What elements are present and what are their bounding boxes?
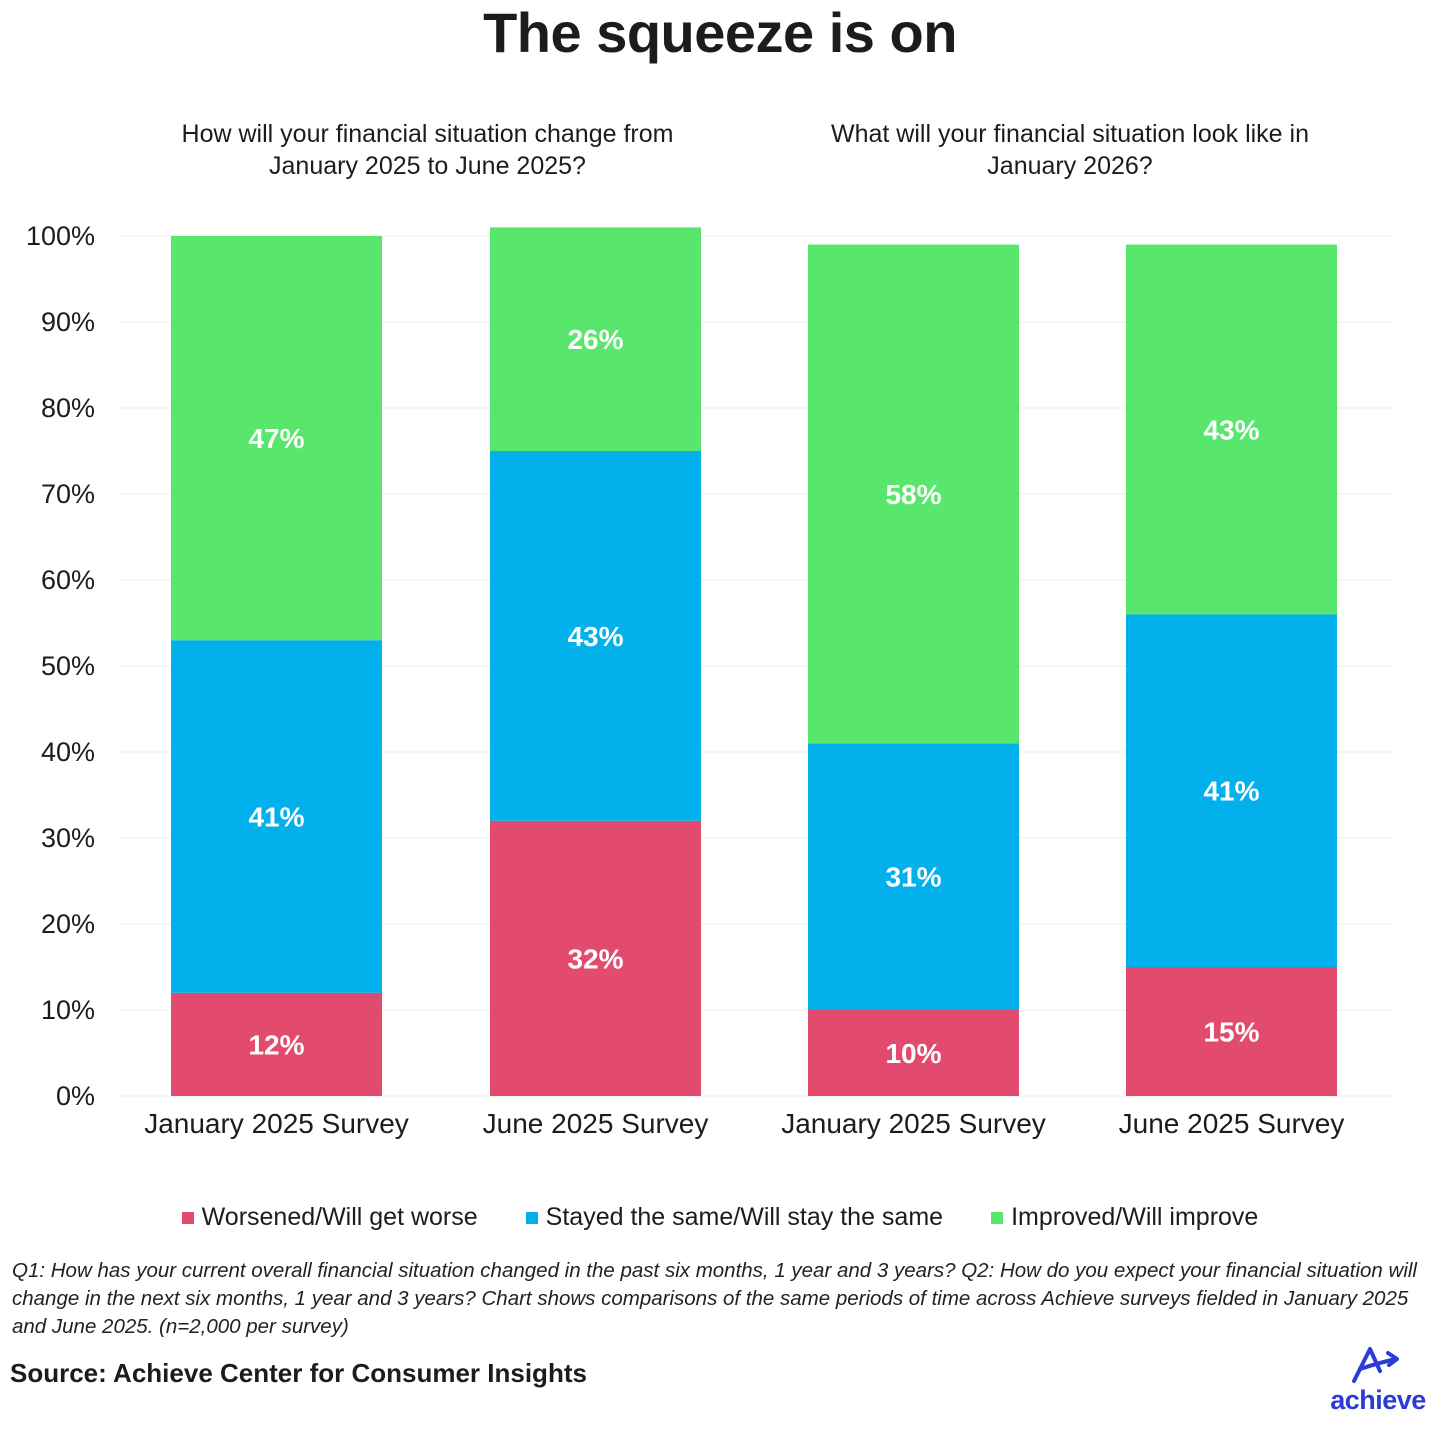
achieve-logo: achieve	[1322, 1345, 1434, 1420]
legend-swatch-improve	[991, 1211, 1004, 1224]
x-category-label: January 2025 Survey	[144, 1108, 409, 1139]
data-label: 47%	[248, 423, 304, 454]
data-label: 43%	[567, 621, 623, 652]
y-tick-label: 80%	[41, 393, 95, 423]
y-tick-label: 70%	[41, 479, 95, 509]
y-tick-label: 50%	[41, 651, 95, 681]
data-label: 31%	[885, 862, 941, 893]
data-label: 58%	[885, 479, 941, 510]
bar-segment	[808, 743, 1019, 1010]
legend-label-worse: Worsened/Will get worse	[201, 1203, 478, 1231]
x-category-label: June 2025 Survey	[1119, 1108, 1345, 1139]
data-label: 41%	[248, 802, 304, 833]
x-category-label: June 2025 Survey	[483, 1108, 709, 1139]
bar-segment	[171, 236, 382, 641]
legend-label-same: Stayed the same/Will stay the same	[545, 1203, 944, 1231]
question-2-heading: What will your financial situation look …	[831, 120, 1309, 180]
data-label: 32%	[567, 943, 623, 974]
bar-segment	[490, 451, 701, 821]
bar-segment	[171, 640, 382, 993]
legend: Worsened/Will get worse Stayed the same/…	[0, 1203, 1440, 1232]
y-tick-label: 0%	[56, 1081, 95, 1111]
data-label: 10%	[885, 1038, 941, 1069]
bar-segment	[1126, 614, 1337, 967]
data-label: 41%	[1203, 776, 1259, 807]
question-1-heading: How will your financial situation change…	[181, 120, 674, 180]
bar-segment	[490, 820, 701, 1096]
y-tick-label: 90%	[41, 307, 95, 337]
bar-segment	[808, 1010, 1019, 1096]
legend-label-improve: Improved/Will improve	[1011, 1203, 1259, 1231]
legend-item-same: Stayed the same/Will stay the same	[525, 1203, 944, 1232]
source-line: Source: Achieve Center for Consumer Insi…	[10, 1358, 587, 1388]
bar-segment	[808, 244, 1019, 744]
y-tick-label: 60%	[41, 565, 95, 595]
y-tick-label: 30%	[41, 823, 95, 853]
chart-title: The squeeze is on	[483, 1, 957, 64]
data-label: 43%	[1203, 415, 1259, 446]
bar-segment	[1126, 967, 1337, 1096]
data-label: 15%	[1203, 1017, 1259, 1048]
footnote: Q1: How has your current overall financi…	[12, 1259, 1417, 1338]
data-label: 12%	[248, 1029, 304, 1060]
bar-segment	[490, 227, 701, 451]
y-tick-label: 20%	[41, 909, 95, 939]
y-tick-label: 10%	[41, 995, 95, 1025]
x-category-label: January 2025 Survey	[781, 1108, 1046, 1139]
bar-segment	[171, 992, 382, 1096]
achieve-logo-icon	[1352, 1347, 1399, 1383]
achieve-logo-text: achieve	[1330, 1385, 1426, 1415]
data-label: 26%	[567, 324, 623, 355]
legend-swatch-worse	[181, 1211, 194, 1224]
stacked-bar-chart: 0% 10% 20% 30% 40% 50% 60% 70% 80% 90% 100% 12% 41% 4…	[26, 221, 1392, 1139]
y-tick-label: 100%	[26, 221, 95, 251]
y-tick-label: 40%	[41, 737, 95, 767]
legend-item-worse: Worsened/Will get worse	[181, 1203, 478, 1232]
bar-segment	[1126, 244, 1337, 615]
legend-item-improve: Improved/Will improve	[991, 1203, 1258, 1232]
legend-swatch-same	[525, 1211, 538, 1224]
